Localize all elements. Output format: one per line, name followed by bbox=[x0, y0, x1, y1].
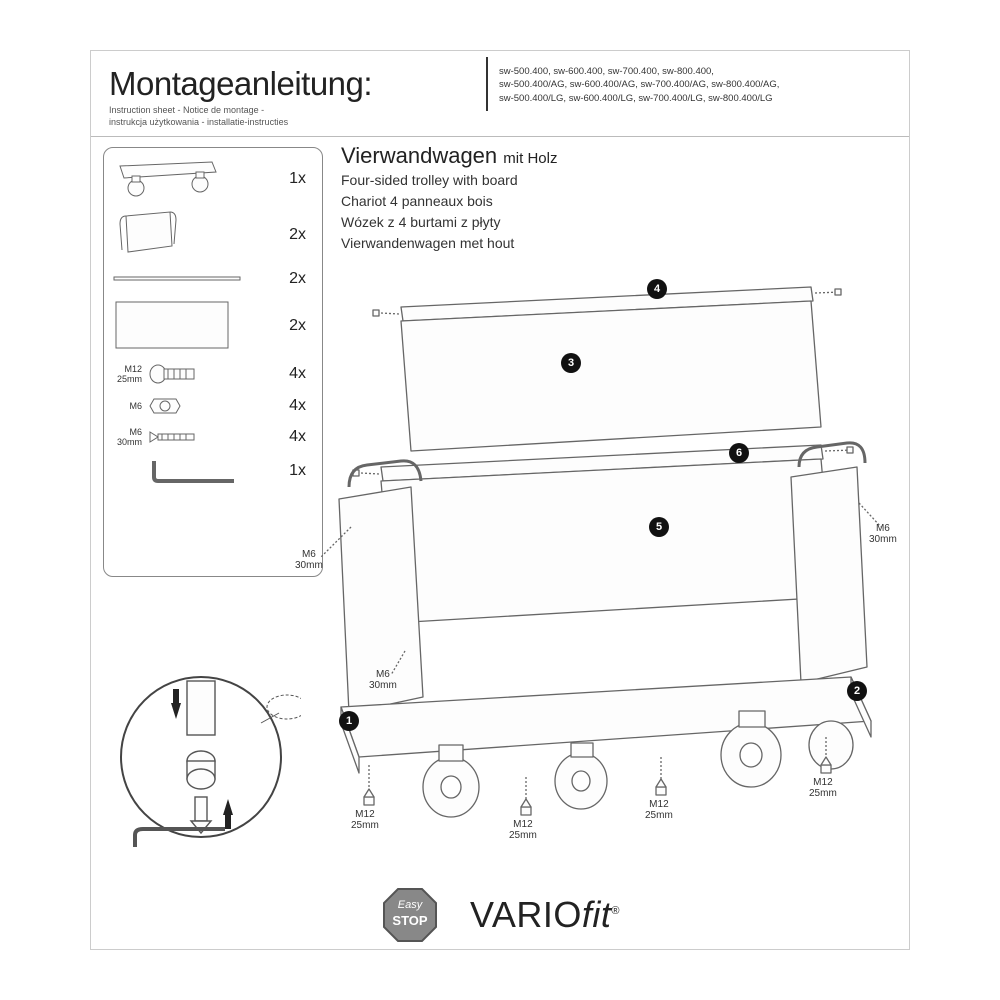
trolley-exploded-svg bbox=[251, 267, 891, 827]
model-numbers: sw-500.400, sw-600.400, sw-700.400, sw-8… bbox=[499, 65, 899, 105]
page-title: Montageanleitung: bbox=[109, 65, 372, 103]
bolt-icon bbox=[148, 363, 198, 385]
product-title-main: Vierwandwagen bbox=[341, 143, 497, 168]
badge-text-stop: STOP bbox=[380, 913, 440, 928]
easystop-badge: Easy STOP bbox=[380, 885, 440, 945]
body: 1x 2x 2x bbox=[91, 137, 909, 957]
subtitle-line-1: Instruction sheet - Notice de montage - bbox=[109, 105, 264, 115]
annot-m6-leftlow: M6 30mm bbox=[369, 669, 397, 691]
brand-fit: fit bbox=[582, 894, 612, 935]
registered-mark: ® bbox=[611, 905, 620, 917]
footer: Easy STOP VARIOfit® bbox=[91, 885, 909, 945]
header: Montageanleitung: Instruction sheet - No… bbox=[91, 51, 909, 137]
bolt-detail-svg bbox=[101, 667, 301, 867]
part-label: M6 30mm bbox=[112, 427, 142, 447]
subtitle: Instruction sheet - Notice de montage - … bbox=[109, 105, 489, 128]
product-title-fr: Chariot 4 panneaux bois bbox=[341, 192, 901, 211]
product-title-pl: Wózek z 4 burtami z płyty bbox=[341, 213, 901, 232]
instruction-sheet-page: Montageanleitung: Instruction sheet - No… bbox=[90, 50, 910, 950]
brand-logo: VARIOfit® bbox=[470, 894, 620, 936]
brand-vario: VARIO bbox=[470, 894, 582, 935]
side-panel-icon bbox=[112, 298, 232, 353]
part-row-endpanel: 2x bbox=[112, 210, 314, 260]
subtitle-line-2: instrukcja użytkowania - installatie-ins… bbox=[109, 117, 288, 127]
header-vertical-rule bbox=[486, 57, 488, 111]
annot-m12-d: M12 25mm bbox=[809, 777, 837, 799]
part-qty: 2x bbox=[289, 226, 314, 244]
models-line-1: sw-500.400, sw-600.400, sw-700.400, sw-8… bbox=[499, 65, 899, 78]
bar-icon bbox=[112, 274, 242, 284]
bolt-detail-inset bbox=[101, 667, 301, 867]
badge-text-easy: Easy bbox=[380, 899, 440, 911]
assembly-diagram: 1 2 3 4 5 6 M6 30mm M6 30mm M6 30mm M12 … bbox=[251, 267, 891, 827]
base-platform-icon bbox=[112, 158, 222, 200]
product-title-suffix: mit Holz bbox=[503, 150, 557, 167]
product-title-en: Four-sided trolley with board bbox=[341, 171, 901, 190]
product-title-nl: Vierwandenwagen met hout bbox=[341, 234, 901, 253]
part-label: M6 bbox=[112, 401, 142, 411]
part-qty: 1x bbox=[289, 170, 314, 188]
models-line-3: sw-500.400/LG, sw-600.400/LG, sw-700.400… bbox=[499, 92, 899, 105]
product-title-de: Vierwandwagen mit Holz bbox=[341, 143, 901, 169]
nut-icon bbox=[148, 395, 182, 417]
screw-icon bbox=[148, 430, 198, 444]
part-row-base: 1x bbox=[112, 158, 314, 200]
annot-m12-b: M12 25mm bbox=[509, 819, 537, 841]
annot-m12-c: M12 25mm bbox=[645, 799, 673, 821]
annot-m6-right: M6 30mm bbox=[869, 523, 897, 545]
annot-m6-left: M6 30mm bbox=[295, 549, 323, 571]
annot-m12-a: M12 25mm bbox=[351, 809, 379, 831]
end-panel-icon bbox=[112, 210, 182, 260]
product-title-block: Vierwandwagen mit Holz Four-sided trolle… bbox=[341, 143, 901, 253]
models-line-2: sw-500.400/AG, sw-600.400/AG, sw-700.400… bbox=[499, 78, 899, 91]
part-label: M12 25mm bbox=[112, 364, 142, 384]
allen-key-icon bbox=[148, 457, 238, 485]
